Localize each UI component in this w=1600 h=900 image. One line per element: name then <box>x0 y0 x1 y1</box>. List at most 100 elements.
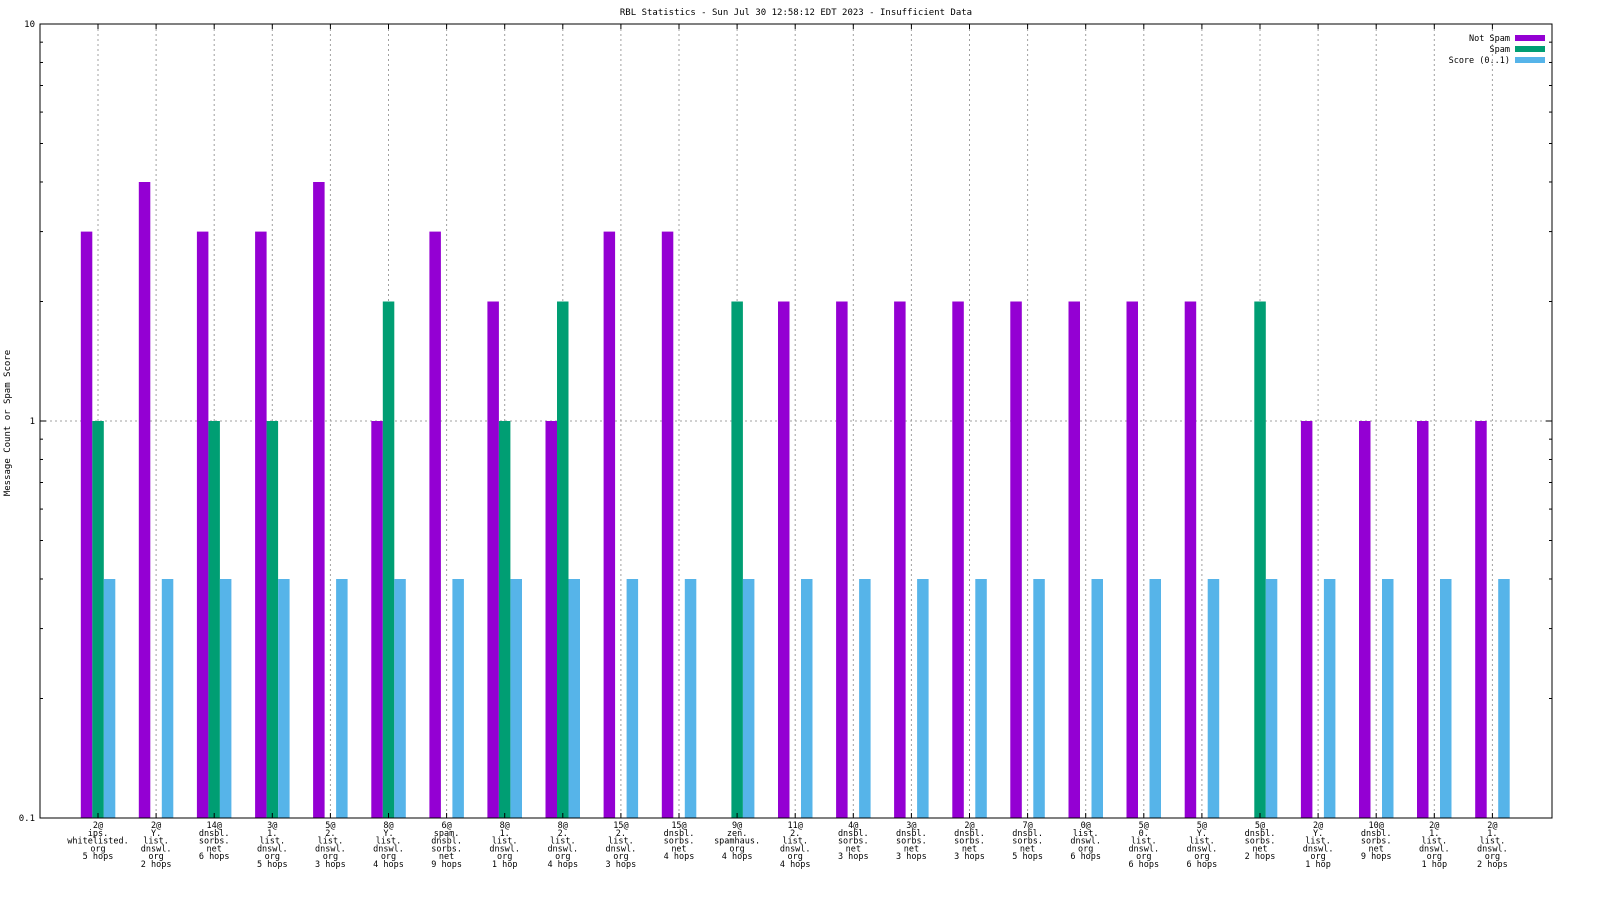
x-tick-label-line: sorbs. <box>838 837 869 847</box>
x-tick-label-line: net <box>1252 844 1267 854</box>
bar-not-spam <box>1010 301 1022 818</box>
bar-score-0-1 <box>1498 579 1510 818</box>
x-tick-label: 0@ list. dnswl. org 6 hops <box>1070 821 1101 862</box>
bar-not-spam <box>255 231 267 819</box>
bar-score-0-1 <box>917 579 929 818</box>
x-tick-label-line: 5@ <box>1139 821 1149 831</box>
x-tick-label-line: 2. <box>616 829 626 839</box>
x-tick-label-line: org <box>1078 844 1093 854</box>
x-tick-label-line: 3 hops <box>315 860 346 870</box>
x-tick-label-line: dnswl. <box>315 844 346 854</box>
x-tick-label-line: 3@ <box>906 821 916 831</box>
x-tick-label-line: dnswl. <box>1187 844 1218 854</box>
x-tick-label-line: 2 hops <box>141 860 172 870</box>
bar-spam <box>557 301 569 818</box>
x-tick-label-line: org <box>1310 852 1325 862</box>
x-tick-label-line: org <box>381 852 396 862</box>
x-tick-label-line: sorbs. <box>896 837 927 847</box>
x-tick-label-line: sorbs. <box>1245 837 1276 847</box>
x-tick-label-line: org <box>1485 852 1500 862</box>
bar-score-0-1 <box>626 579 639 818</box>
x-tick-label-line: 5@ <box>325 821 335 831</box>
x-tick-label-line: dnswl. <box>373 844 404 854</box>
x-tick-label-line: 3 hops <box>606 860 637 870</box>
x-tick-label-line: 2 hops <box>1477 860 1508 870</box>
bar-not-spam <box>429 231 441 819</box>
x-tick-label-line: sorbs. <box>954 837 985 847</box>
legend-swatch <box>1515 46 1545 52</box>
x-tick-label-line: whitelisted. <box>67 837 128 847</box>
x-tick-label-line: Y. <box>1197 829 1207 839</box>
bars <box>80 182 1510 819</box>
x-tick-label-line: list. <box>143 837 169 847</box>
bar-not-spam <box>196 231 209 819</box>
x-tick-label: 2@ 1. list. dnswl. org 2 hops <box>1477 821 1508 870</box>
bar-not-spam <box>1184 301 1197 818</box>
x-tick-label-line: list. <box>1189 837 1215 847</box>
x-tick-label-line: dnswl. <box>547 844 578 854</box>
x-tick-label-line: list. <box>1073 829 1099 839</box>
bar-spam <box>382 301 395 818</box>
bar-score-0-1 <box>975 579 987 818</box>
x-tick-label: 8@ 1. list. dnswl. org 1 hop <box>489 821 520 870</box>
x-tick-label-line: 3 hops <box>954 852 985 862</box>
x-tick-label: 2@ Y. list. dnswl. org 1 hop <box>1303 821 1334 870</box>
x-tick-label-line: list. <box>608 837 634 847</box>
x-tick-label-line: sorbs. <box>664 837 695 847</box>
bar-not-spam <box>603 231 616 819</box>
bar-score-0-1 <box>742 579 755 818</box>
x-tick-label-line: dnsbl. <box>1012 829 1043 839</box>
x-tick-label-line: 4 hops <box>664 852 695 862</box>
x-tick-label-line: list. <box>318 837 344 847</box>
x-tick-label: 3@ dnsbl. sorbs. net 3 hops <box>896 821 927 862</box>
bar-score-0-1 <box>336 579 348 818</box>
x-tick-label-line: Y. <box>383 829 393 839</box>
bar-spam <box>92 421 104 818</box>
x-tick-label-line: 3 hops <box>838 852 869 862</box>
x-tick-label-line: 2. <box>558 829 568 839</box>
x-tick-label-line: 9 hops <box>431 860 462 870</box>
bar-score-0-1 <box>684 579 697 818</box>
bar-not-spam <box>545 421 557 818</box>
x-tick-label-line: org <box>1136 852 1151 862</box>
y-tick-label: 0.1 <box>19 814 35 824</box>
x-tick-label-line: 5 hops <box>1012 852 1043 862</box>
x-tick-label-line: 1 hop <box>492 860 518 870</box>
bar-score-0-1 <box>1440 579 1452 818</box>
x-tick-label: 9@ zen. spamhaus. org 4 hops <box>714 821 760 862</box>
x-tick-label-line: sorbs. <box>1361 837 1392 847</box>
bar-not-spam <box>1417 421 1429 818</box>
legend-swatch <box>1515 57 1545 63</box>
y-tick-label: 10 <box>24 20 35 30</box>
x-tick-label-line: net <box>962 844 977 854</box>
x-tick-label: 5@ 0. list. dnswl. org 6 hops <box>1128 821 1159 870</box>
legend-swatch <box>1515 35 1545 41</box>
x-tick-label-line: net <box>439 852 454 862</box>
y-tick-label: 1 <box>30 417 35 427</box>
bar-not-spam <box>80 231 93 819</box>
x-tick-label-line: dnswl. <box>606 844 637 854</box>
x-tick-label-line: 2. <box>325 829 335 839</box>
x-tick-label-line: 8@ <box>383 821 393 831</box>
bar-score-0-1 <box>801 579 813 818</box>
x-tick-label-line: org <box>323 852 338 862</box>
x-tick-label: 6@ spam. dnsbl. sorbs. net 9 hops <box>431 821 462 870</box>
x-tick-label-line: list. <box>1131 837 1157 847</box>
bar-not-spam <box>836 301 848 818</box>
x-tick-label-line: 9@ <box>732 821 742 831</box>
x-tick-label-line: net <box>904 844 919 854</box>
x-tick-label: 2@ 1. list. dnswl. org 1 hop <box>1419 821 1450 870</box>
x-tick-label-line: dnsbl. <box>954 829 985 839</box>
x-tick-label-line: dnswl. <box>1303 844 1334 854</box>
bar-spam <box>266 421 279 818</box>
x-tick-label-line: 15@ <box>613 821 628 831</box>
x-tick-label-line: 1. <box>1487 829 1497 839</box>
x-tick-label: 3@ 1. list. dnswl. org 5 hops <box>257 821 288 870</box>
chart-title: RBL Statistics - Sun Jul 30 12:58:12 EDT… <box>620 8 972 18</box>
bar-score-0-1 <box>1091 579 1103 818</box>
x-tick-label-line: dnsbl. <box>896 829 927 839</box>
x-tick-label-line: 6 hops <box>1128 860 1159 870</box>
bar-not-spam <box>952 301 964 818</box>
x-tick-label-line: 2@ <box>1429 821 1439 831</box>
